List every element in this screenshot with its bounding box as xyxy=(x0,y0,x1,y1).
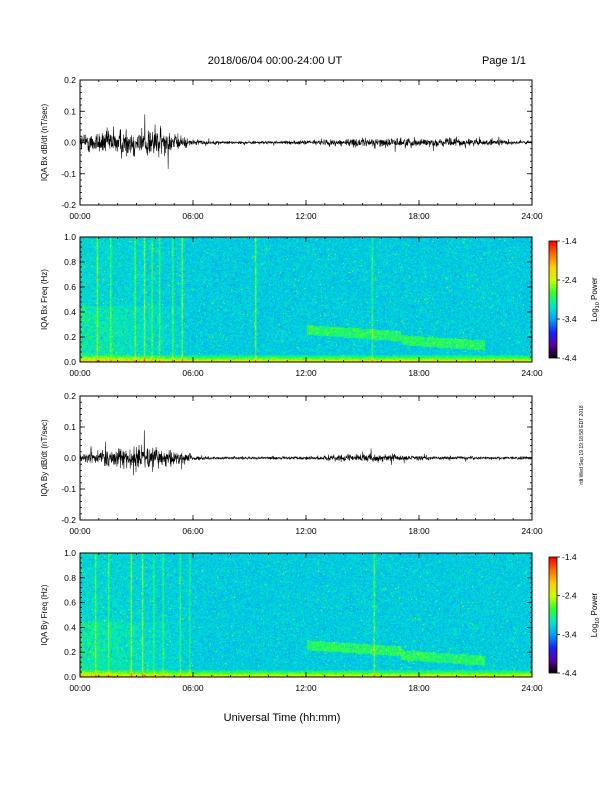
colorbar-tick-label: -4.4 xyxy=(562,353,577,363)
timestamp-side-note: rdt Wed Sep 19 19:18:58 EDT 2018 xyxy=(579,405,585,485)
y-tick-label: 0.0 xyxy=(64,138,76,148)
x-tick-label: 18:00 xyxy=(408,211,430,221)
page-number: Page 1/1 xyxy=(482,55,526,67)
y-tick-label: 0.0 xyxy=(64,453,76,463)
y-tick-label: 0.4 xyxy=(64,307,76,317)
x-tick-label: 06:00 xyxy=(182,368,204,378)
x-tick-label: 00:00 xyxy=(69,211,91,221)
x-axis-title: Universal Time (hh:mm) xyxy=(224,712,341,724)
y-tick-label: -0.2 xyxy=(61,200,76,210)
colorbar-tick-label: -2.4 xyxy=(562,275,577,285)
x-tick-label: 18:00 xyxy=(408,526,430,536)
y-tick-label: 0.8 xyxy=(64,573,76,583)
series-line-bx xyxy=(79,114,533,169)
y-axis-title: IQA Bx dB/dt (nT/sec) xyxy=(40,103,49,181)
x-tick-label: 00:00 xyxy=(69,368,91,378)
x-tick-label: 12:00 xyxy=(295,368,317,378)
date-range-title: 2018/06/04 00:00-24:00 UT xyxy=(208,55,343,67)
colorbar-tick-label: -2.4 xyxy=(562,591,577,601)
y-tick-label: 0.0 xyxy=(64,672,76,682)
y-tick-label: 0.6 xyxy=(64,598,76,608)
colorbar-tick-label: -4.4 xyxy=(562,668,577,678)
y-tick-label: -0.2 xyxy=(61,515,76,525)
y-tick-label: 0.0 xyxy=(64,357,76,367)
colorbar-tick-label: -3.4 xyxy=(562,314,577,324)
colorbar-tick-label: -1.4 xyxy=(562,552,577,562)
spectrogram-by xyxy=(80,553,532,677)
colorbar-title: Log10 Power xyxy=(590,592,601,637)
y-tick-label: 0.8 xyxy=(64,257,76,267)
y-tick-label: 0.2 xyxy=(64,332,76,342)
x-tick-label: 24:00 xyxy=(521,683,543,693)
y-tick-label: 0.2 xyxy=(64,75,76,85)
y-tick-label: 1.0 xyxy=(64,548,76,558)
x-tick-label: 12:00 xyxy=(295,683,317,693)
colorbar-frame xyxy=(548,556,558,674)
x-tick-label: 12:00 xyxy=(295,526,317,536)
spectrogram-bx xyxy=(80,237,532,362)
x-tick-label: 12:00 xyxy=(295,211,317,221)
x-tick-label: 00:00 xyxy=(69,526,91,536)
y-axis-title: IQA By dB/dt (nT/sec) xyxy=(40,419,49,497)
y-tick-label: 0.2 xyxy=(64,647,76,657)
y-tick-label: 0.6 xyxy=(64,282,76,292)
y-tick-label: -0.1 xyxy=(61,484,76,494)
colorbar xyxy=(549,557,557,673)
colorbar-title: Log10 Power xyxy=(590,277,601,322)
y-tick-label: 0.4 xyxy=(64,622,76,632)
x-tick-label: 06:00 xyxy=(182,526,204,536)
x-tick-label: 24:00 xyxy=(521,526,543,536)
y-tick-label: 0.1 xyxy=(64,422,76,432)
x-tick-label: 24:00 xyxy=(521,368,543,378)
x-tick-label: 24:00 xyxy=(521,211,543,221)
colorbar xyxy=(549,241,557,358)
y-tick-label: -0.1 xyxy=(61,169,76,179)
x-tick-label: 06:00 xyxy=(182,211,204,221)
series-line-by xyxy=(79,430,533,476)
y-tick-label: 1.0 xyxy=(64,232,76,242)
x-tick-label: 06:00 xyxy=(182,683,204,693)
y-axis-title: IQA Bx Freq (Hz) xyxy=(40,269,49,330)
panels-group: 00:00 06:00 12:00 18:00 24:00 0.2 0.1 0.0 -0.1 -0… xyxy=(40,75,601,693)
y-tick-label: 0.1 xyxy=(64,106,76,116)
colorbar-frame xyxy=(548,240,558,359)
y-axis-title: IQA By Freq (Hz) xyxy=(40,584,49,645)
x-tick-label: 18:00 xyxy=(408,683,430,693)
colorbar-tick-label: -1.4 xyxy=(562,236,577,246)
x-tick-label: 18:00 xyxy=(408,368,430,378)
x-tick-label: 00:00 xyxy=(69,683,91,693)
colorbar-tick-label: -3.4 xyxy=(562,629,577,639)
y-tick-label: 0.2 xyxy=(64,391,76,401)
